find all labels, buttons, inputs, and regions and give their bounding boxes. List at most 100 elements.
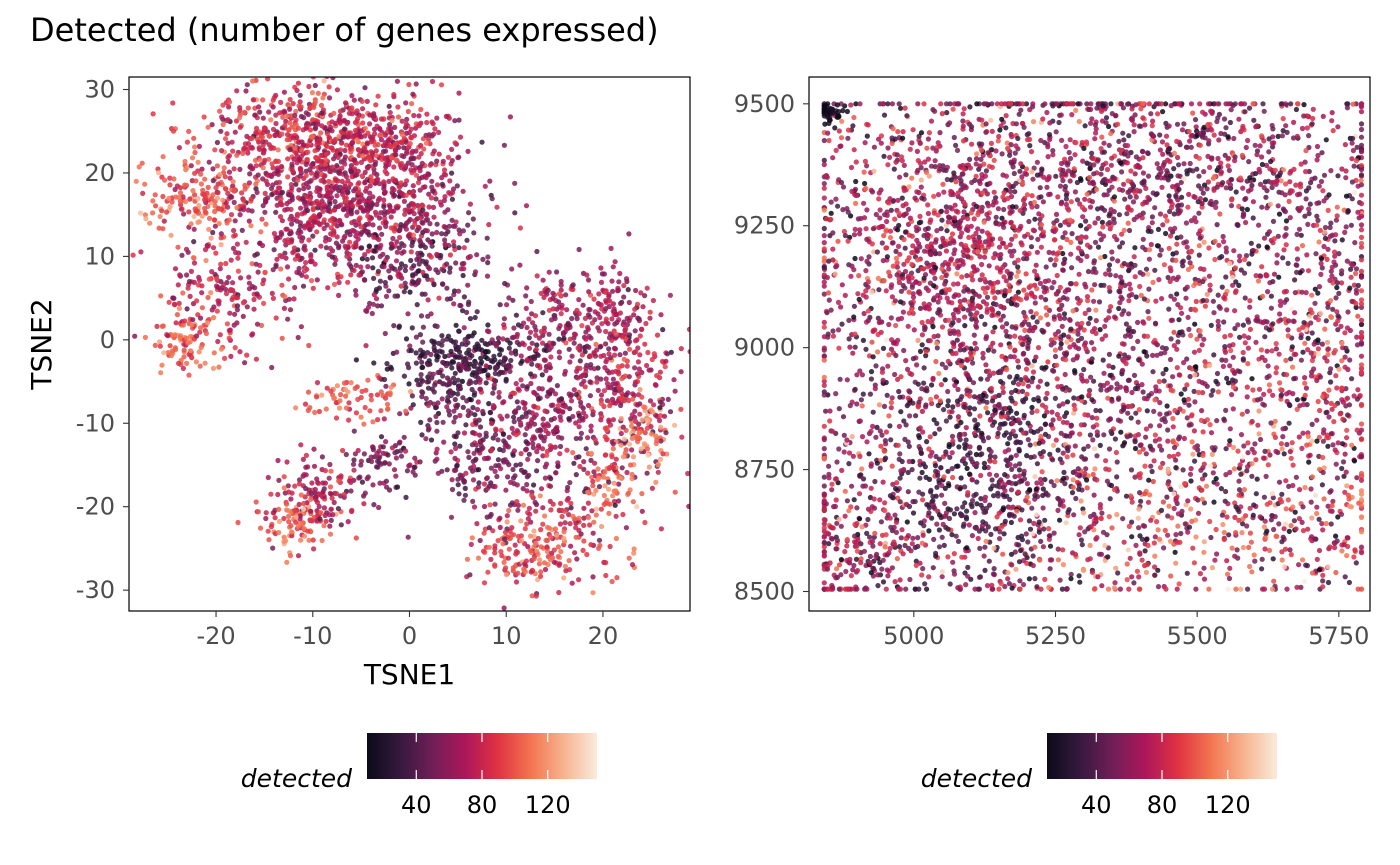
tsne-point	[273, 209, 279, 215]
tsne-point	[198, 344, 204, 350]
tsne-point	[480, 256, 486, 262]
tsne-point	[488, 556, 494, 563]
tsne-point	[596, 475, 602, 481]
tsne-point	[408, 257, 414, 264]
spatial-point	[1315, 346, 1321, 352]
tsne-point	[448, 348, 454, 354]
tsne-point	[543, 428, 549, 434]
tsne-point	[509, 425, 515, 431]
tsne-point	[321, 505, 327, 511]
tsne-point	[366, 243, 372, 250]
tsne-point	[288, 523, 294, 529]
tsne-point	[242, 186, 248, 192]
tsne-point	[262, 190, 268, 196]
tsne-point	[352, 172, 358, 179]
tsne-point	[413, 334, 419, 340]
tsne-point	[298, 229, 304, 235]
tsne-point	[456, 365, 462, 371]
tsne-point	[298, 324, 304, 330]
tsne-point	[618, 416, 624, 422]
tsne-point	[192, 192, 198, 198]
tsne-point	[390, 235, 396, 242]
tsne-point	[555, 544, 562, 550]
tsne-point	[623, 326, 629, 332]
tsne-point	[228, 257, 234, 263]
spatial-point	[991, 255, 997, 261]
tsne-point	[215, 284, 221, 290]
tsne-point	[230, 179, 236, 185]
tsne-point	[472, 457, 478, 463]
tsne-point	[552, 526, 559, 532]
tsne-point	[301, 533, 308, 539]
tsne-point	[210, 245, 217, 251]
tsne-point	[320, 208, 326, 214]
tsne-point	[686, 326, 690, 332]
tsne-point	[533, 346, 539, 352]
tsne-point	[319, 537, 325, 544]
tsne-point	[209, 307, 215, 313]
tsne-point	[365, 474, 371, 480]
tsne-point	[671, 377, 677, 383]
tsne-point	[326, 475, 332, 481]
tsne-point	[511, 448, 517, 454]
spatial-point	[1288, 306, 1294, 312]
spatial-point	[931, 193, 937, 199]
tsne-point	[410, 91, 416, 97]
tsne-point	[167, 182, 173, 188]
spatial-point	[1003, 278, 1009, 284]
tsne-point	[316, 503, 322, 510]
spatial-point	[1130, 199, 1137, 205]
tsne-point	[485, 569, 491, 575]
tsne-point	[338, 147, 344, 153]
tsne-point	[238, 275, 244, 281]
tsne-point	[587, 393, 594, 399]
tsne-point	[234, 320, 240, 326]
spatial-point	[1063, 357, 1069, 363]
tsne-point	[357, 474, 363, 480]
spatial-point	[1164, 218, 1170, 224]
spatial-point	[1104, 166, 1111, 173]
tsne-point	[460, 308, 466, 314]
tsne-point	[529, 417, 535, 423]
tsne-point	[639, 491, 645, 497]
tsne-point	[603, 572, 609, 579]
tsne-x-tick-label: 20	[588, 622, 619, 650]
tsne-point	[504, 413, 510, 419]
tsne-point	[394, 349, 400, 355]
spatial-point	[1125, 220, 1131, 226]
tsne-point	[534, 362, 541, 369]
spatial-point	[864, 530, 870, 537]
tsne-point	[452, 441, 458, 447]
tsne-point	[360, 106, 366, 112]
tsne-point	[548, 387, 554, 393]
tsne-point	[577, 358, 583, 364]
tsne-point	[460, 228, 466, 234]
tsne-point	[283, 118, 289, 124]
spatial-point	[927, 338, 933, 344]
tsne-point	[444, 467, 450, 473]
tsne-point	[166, 195, 172, 201]
tsne-point	[467, 572, 473, 578]
tsne-point	[347, 232, 353, 238]
tsne-point	[506, 295, 512, 301]
tsne-point	[411, 464, 417, 471]
tsne-point	[387, 275, 393, 281]
spatial-point	[840, 207, 846, 213]
tsne-point	[323, 245, 329, 251]
tsne-point	[406, 365, 412, 371]
tsne-point	[249, 261, 255, 267]
tsne-point	[243, 88, 249, 94]
tsne-point	[525, 516, 531, 522]
spatial-point	[985, 464, 991, 471]
tsne-point	[386, 288, 392, 294]
tsne-point	[232, 345, 238, 351]
tsne-point	[650, 297, 657, 304]
tsne-point	[433, 196, 439, 202]
tsne-point	[365, 213, 371, 219]
tsne-point	[564, 307, 570, 313]
spatial-point	[1178, 179, 1184, 185]
tsne-point	[186, 278, 193, 285]
tsne-point	[504, 513, 510, 519]
tsne-point	[319, 123, 325, 129]
tsne-point	[152, 342, 158, 348]
